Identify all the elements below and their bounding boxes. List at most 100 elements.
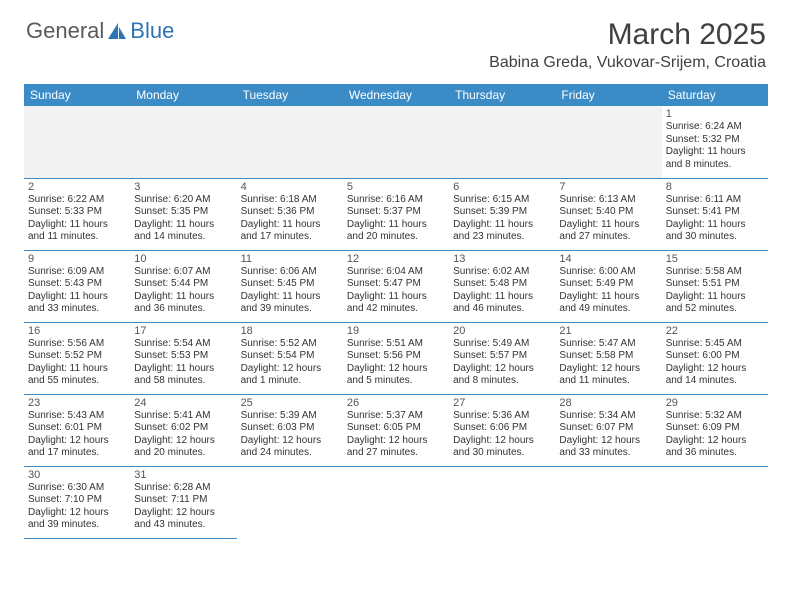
weekday-header: Tuesday bbox=[237, 84, 343, 106]
day-number: 25 bbox=[241, 397, 339, 409]
weekday-header-row: Sunday Monday Tuesday Wednesday Thursday… bbox=[24, 84, 768, 106]
calendar-day-cell: 6Sunrise: 6:15 AMSunset: 5:39 PMDaylight… bbox=[449, 178, 555, 250]
calendar-day-cell: 17Sunrise: 5:54 AMSunset: 5:53 PMDayligh… bbox=[130, 322, 236, 394]
daylight-line: Daylight: 11 hours and 30 minutes. bbox=[666, 219, 764, 244]
sunrise-line: Sunrise: 6:24 AM bbox=[666, 121, 764, 134]
calendar-blank-cell bbox=[237, 466, 343, 538]
sunset-line: Sunset: 5:35 PM bbox=[134, 206, 232, 219]
daylight-line: Daylight: 12 hours and 14 minutes. bbox=[666, 363, 764, 388]
day-number: 23 bbox=[28, 397, 126, 409]
sunset-line: Sunset: 6:00 PM bbox=[666, 350, 764, 363]
calendar-day-cell: 13Sunrise: 6:02 AMSunset: 5:48 PMDayligh… bbox=[449, 250, 555, 322]
calendar-day-cell: 24Sunrise: 5:41 AMSunset: 6:02 PMDayligh… bbox=[130, 394, 236, 466]
sunset-line: Sunset: 5:45 PM bbox=[241, 278, 339, 291]
calendar-day-cell: 11Sunrise: 6:06 AMSunset: 5:45 PMDayligh… bbox=[237, 250, 343, 322]
calendar-blank-cell bbox=[449, 106, 555, 178]
calendar-day-cell: 12Sunrise: 6:04 AMSunset: 5:47 PMDayligh… bbox=[343, 250, 449, 322]
sunrise-line: Sunrise: 5:41 AM bbox=[134, 410, 232, 423]
calendar-day-cell: 9Sunrise: 6:09 AMSunset: 5:43 PMDaylight… bbox=[24, 250, 130, 322]
day-number: 19 bbox=[347, 325, 445, 337]
daylight-line: Daylight: 11 hours and 46 minutes. bbox=[453, 291, 551, 316]
day-number: 11 bbox=[241, 253, 339, 265]
sunrise-line: Sunrise: 5:56 AM bbox=[28, 338, 126, 351]
sunset-line: Sunset: 5:37 PM bbox=[347, 206, 445, 219]
sunrise-line: Sunrise: 5:34 AM bbox=[559, 410, 657, 423]
day-number: 24 bbox=[134, 397, 232, 409]
calendar-week-row: 1Sunrise: 6:24 AMSunset: 5:32 PMDaylight… bbox=[24, 106, 768, 178]
sunrise-line: Sunrise: 6:22 AM bbox=[28, 194, 126, 207]
sunrise-line: Sunrise: 5:52 AM bbox=[241, 338, 339, 351]
sunset-line: Sunset: 6:06 PM bbox=[453, 422, 551, 435]
day-number: 5 bbox=[347, 181, 445, 193]
daylight-line: Daylight: 11 hours and 8 minutes. bbox=[666, 146, 764, 171]
sunrise-line: Sunrise: 6:13 AM bbox=[559, 194, 657, 207]
sunrise-line: Sunrise: 6:00 AM bbox=[559, 266, 657, 279]
calendar-day-cell: 15Sunrise: 5:58 AMSunset: 5:51 PMDayligh… bbox=[662, 250, 768, 322]
logo-text-1: General bbox=[26, 18, 104, 44]
sunrise-line: Sunrise: 5:39 AM bbox=[241, 410, 339, 423]
calendar-blank-cell bbox=[237, 106, 343, 178]
sunset-line: Sunset: 5:51 PM bbox=[666, 278, 764, 291]
day-number: 28 bbox=[559, 397, 657, 409]
calendar-day-cell: 21Sunrise: 5:47 AMSunset: 5:58 PMDayligh… bbox=[555, 322, 661, 394]
calendar-week-row: 9Sunrise: 6:09 AMSunset: 5:43 PMDaylight… bbox=[24, 250, 768, 322]
sunset-line: Sunset: 5:58 PM bbox=[559, 350, 657, 363]
calendar-day-cell: 29Sunrise: 5:32 AMSunset: 6:09 PMDayligh… bbox=[662, 394, 768, 466]
sunset-line: Sunset: 7:10 PM bbox=[28, 494, 126, 507]
sunset-line: Sunset: 5:54 PM bbox=[241, 350, 339, 363]
sunrise-line: Sunrise: 6:15 AM bbox=[453, 194, 551, 207]
weekday-header: Wednesday bbox=[343, 84, 449, 106]
sunrise-line: Sunrise: 5:47 AM bbox=[559, 338, 657, 351]
calendar-blank-cell bbox=[449, 466, 555, 538]
daylight-line: Daylight: 11 hours and 42 minutes. bbox=[347, 291, 445, 316]
calendar-day-cell: 8Sunrise: 6:11 AMSunset: 5:41 PMDaylight… bbox=[662, 178, 768, 250]
sunrise-line: Sunrise: 6:04 AM bbox=[347, 266, 445, 279]
sunset-line: Sunset: 5:56 PM bbox=[347, 350, 445, 363]
sunrise-line: Sunrise: 5:58 AM bbox=[666, 266, 764, 279]
day-number: 4 bbox=[241, 181, 339, 193]
daylight-line: Daylight: 12 hours and 24 minutes. bbox=[241, 435, 339, 460]
day-number: 21 bbox=[559, 325, 657, 337]
sunset-line: Sunset: 5:36 PM bbox=[241, 206, 339, 219]
calendar-day-cell: 5Sunrise: 6:16 AMSunset: 5:37 PMDaylight… bbox=[343, 178, 449, 250]
sunset-line: Sunset: 5:32 PM bbox=[666, 134, 764, 147]
day-number: 15 bbox=[666, 253, 764, 265]
sunrise-line: Sunrise: 6:07 AM bbox=[134, 266, 232, 279]
sunrise-line: Sunrise: 6:09 AM bbox=[28, 266, 126, 279]
day-number: 18 bbox=[241, 325, 339, 337]
page-header: General Blue March 2025 Babina Greda, Vu… bbox=[0, 0, 792, 76]
calendar-day-cell: 4Sunrise: 6:18 AMSunset: 5:36 PMDaylight… bbox=[237, 178, 343, 250]
day-number: 30 bbox=[28, 469, 126, 481]
day-number: 29 bbox=[666, 397, 764, 409]
sunset-line: Sunset: 5:47 PM bbox=[347, 278, 445, 291]
sunrise-line: Sunrise: 6:02 AM bbox=[453, 266, 551, 279]
calendar-day-cell: 22Sunrise: 5:45 AMSunset: 6:00 PMDayligh… bbox=[662, 322, 768, 394]
sunset-line: Sunset: 6:02 PM bbox=[134, 422, 232, 435]
daylight-line: Daylight: 12 hours and 30 minutes. bbox=[453, 435, 551, 460]
sunset-line: Sunset: 7:11 PM bbox=[134, 494, 232, 507]
sunrise-line: Sunrise: 6:18 AM bbox=[241, 194, 339, 207]
calendar-day-cell: 26Sunrise: 5:37 AMSunset: 6:05 PMDayligh… bbox=[343, 394, 449, 466]
sunrise-line: Sunrise: 6:28 AM bbox=[134, 482, 232, 495]
sunrise-line: Sunrise: 5:32 AM bbox=[666, 410, 764, 423]
calendar-week-row: 23Sunrise: 5:43 AMSunset: 6:01 PMDayligh… bbox=[24, 394, 768, 466]
calendar-day-cell: 2Sunrise: 6:22 AMSunset: 5:33 PMDaylight… bbox=[24, 178, 130, 250]
calendar-day-cell: 19Sunrise: 5:51 AMSunset: 5:56 PMDayligh… bbox=[343, 322, 449, 394]
weekday-header: Monday bbox=[130, 84, 236, 106]
daylight-line: Daylight: 11 hours and 23 minutes. bbox=[453, 219, 551, 244]
sunrise-line: Sunrise: 5:36 AM bbox=[453, 410, 551, 423]
daylight-line: Daylight: 11 hours and 39 minutes. bbox=[241, 291, 339, 316]
sunset-line: Sunset: 6:03 PM bbox=[241, 422, 339, 435]
day-number: 26 bbox=[347, 397, 445, 409]
daylight-line: Daylight: 11 hours and 20 minutes. bbox=[347, 219, 445, 244]
calendar-day-cell: 18Sunrise: 5:52 AMSunset: 5:54 PMDayligh… bbox=[237, 322, 343, 394]
calendar-week-row: 30Sunrise: 6:30 AMSunset: 7:10 PMDayligh… bbox=[24, 466, 768, 538]
sunset-line: Sunset: 5:53 PM bbox=[134, 350, 232, 363]
daylight-line: Daylight: 12 hours and 20 minutes. bbox=[134, 435, 232, 460]
daylight-line: Daylight: 11 hours and 55 minutes. bbox=[28, 363, 126, 388]
page-title: March 2025 bbox=[489, 18, 766, 52]
daylight-line: Daylight: 11 hours and 52 minutes. bbox=[666, 291, 764, 316]
sunset-line: Sunset: 6:09 PM bbox=[666, 422, 764, 435]
calendar-day-cell: 25Sunrise: 5:39 AMSunset: 6:03 PMDayligh… bbox=[237, 394, 343, 466]
daylight-line: Daylight: 11 hours and 27 minutes. bbox=[559, 219, 657, 244]
